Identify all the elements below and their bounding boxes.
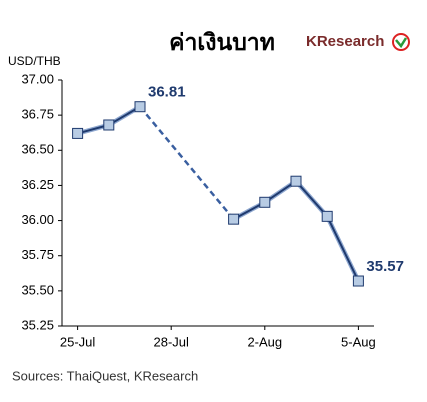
point-marker bbox=[352, 275, 364, 287]
data-label: 35.57 bbox=[366, 258, 404, 275]
y-tick-label: 35.75 bbox=[21, 247, 54, 262]
point-marker bbox=[72, 127, 84, 139]
point-marker bbox=[259, 196, 271, 208]
point-marker bbox=[290, 175, 302, 187]
x-tick-label: 25-Jul bbox=[60, 334, 96, 349]
y-tick-label: 36.25 bbox=[21, 177, 54, 192]
chart-title: ค่าเงินบาท bbox=[169, 29, 275, 55]
gap-connector bbox=[139, 105, 235, 220]
point-marker bbox=[228, 213, 240, 225]
series-line-shadow bbox=[77, 104, 361, 282]
x-tick-label: 5-Aug bbox=[341, 334, 376, 349]
series-line bbox=[77, 105, 360, 282]
point-marker bbox=[134, 101, 146, 113]
y-tick-label: 36.75 bbox=[21, 107, 54, 122]
logo-check bbox=[395, 37, 408, 49]
brand: KResearch bbox=[306, 33, 384, 50]
y-tick-label: 35.25 bbox=[21, 317, 54, 332]
y-tick-label: 36.00 bbox=[21, 212, 54, 227]
y-tick-label: 36.50 bbox=[21, 142, 54, 157]
source: Sources: ThaiQuest, KResearch bbox=[12, 368, 198, 383]
brand-logo bbox=[392, 33, 410, 51]
x-tick-label: 2-Aug bbox=[247, 334, 282, 349]
y-tick-label: 35.50 bbox=[21, 282, 54, 297]
y-tick-label: 37.00 bbox=[21, 71, 54, 86]
y-axis-label: USD/THB bbox=[8, 54, 61, 68]
x-tick-label: 28-Jul bbox=[153, 334, 189, 349]
point-marker bbox=[103, 119, 115, 131]
point-marker bbox=[321, 210, 333, 222]
data-label: 36.81 bbox=[148, 84, 186, 101]
